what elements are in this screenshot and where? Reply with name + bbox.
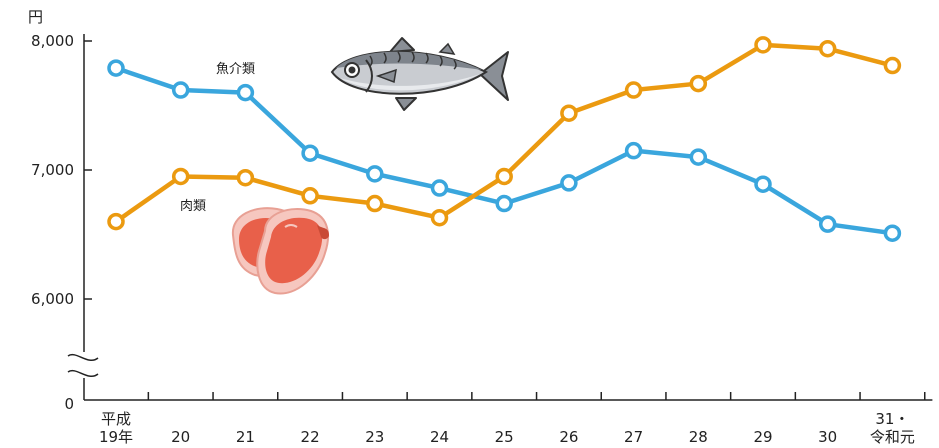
x-tick-label: 25 (495, 428, 514, 446)
data-point (624, 81, 643, 99)
x-tick-label: 23 (365, 428, 384, 446)
data-point (495, 194, 513, 213)
axis-break-mark (67, 353, 99, 361)
data-point (495, 167, 513, 186)
data-point (818, 215, 837, 233)
data-point (236, 168, 255, 187)
data-point (430, 208, 449, 227)
data-point (171, 81, 190, 99)
x-tick-label: 27 (624, 428, 643, 446)
y-tick-label-zero: 0 (64, 395, 74, 413)
fish-illustration (330, 37, 509, 111)
x-tick-label: 令和元 (870, 428, 915, 446)
x-tick-label: 22 (301, 428, 320, 446)
data-point (301, 187, 319, 205)
x-tick-label: 30 (818, 428, 837, 446)
x-tick-label: 19年 (99, 428, 133, 446)
data-point (236, 83, 255, 102)
axis-break-mark (67, 369, 99, 377)
x-tick-label: 21 (236, 428, 255, 446)
data-point (883, 56, 902, 75)
x-tick-label-top: 平成 (101, 410, 131, 428)
data-point (366, 194, 384, 213)
data-point (107, 212, 125, 231)
data-point (107, 59, 125, 77)
x-tick-label: 29 (753, 428, 772, 446)
series-layer (107, 36, 902, 242)
data-point (301, 144, 319, 162)
meat-illustration (231, 207, 329, 295)
x-tick-label: 24 (430, 428, 449, 446)
axes (67, 34, 933, 401)
y-axis-unit: 円 (28, 8, 43, 26)
data-point (430, 179, 449, 197)
x-tick-label-top: 31・ (875, 410, 909, 428)
data-point (689, 74, 708, 93)
data-point (366, 165, 384, 183)
data-point (818, 39, 837, 58)
y-tick-label: 8,000 (31, 32, 74, 50)
x-tick-label: 20 (171, 428, 190, 446)
data-point (171, 167, 190, 186)
data-point (689, 148, 708, 166)
series-label-meat: 肉類 (180, 199, 206, 214)
y-tick-label: 7,000 (31, 161, 74, 179)
x-tick-label: 28 (689, 428, 708, 446)
data-point (754, 175, 772, 193)
data-point (883, 224, 902, 242)
data-point (560, 174, 578, 192)
series-label-fish: 魚介類 (216, 62, 255, 77)
y-tick-label: 6,000 (31, 290, 74, 308)
data-point (560, 104, 578, 122)
x-tick-label: 26 (559, 428, 578, 446)
data-point (624, 141, 643, 160)
data-point (754, 36, 772, 54)
